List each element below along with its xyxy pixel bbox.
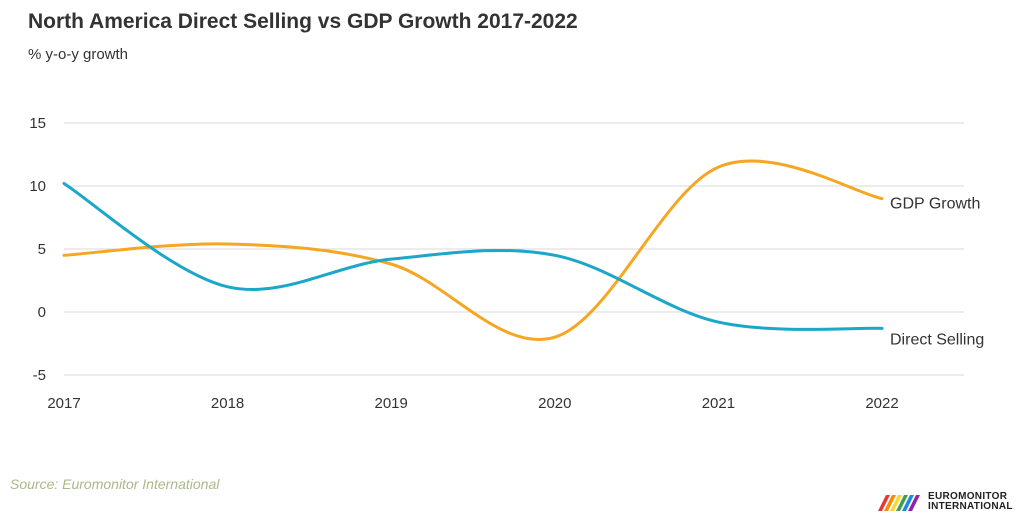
series-line-direct-selling — [62, 181, 884, 331]
logo-line-2: INTERNATIONAL — [928, 501, 1013, 512]
y-tick-label: 0 — [38, 304, 46, 321]
series-line-gdp-growth — [62, 159, 884, 341]
y-tick-label: 15 — [29, 115, 46, 132]
x-tick-label: 2018 — [211, 395, 244, 412]
x-tick-label: 2019 — [375, 395, 408, 412]
source-note: Source: Euromonitor International — [10, 476, 220, 492]
y-tick-label: 10 — [29, 178, 46, 195]
x-tick-label: 2021 — [702, 395, 735, 412]
x-tick-label: 2017 — [47, 395, 80, 412]
y-axis-ticks: -5 0 5 10 15 — [29, 115, 46, 384]
euromonitor-logo: EUROMONITOR INTERNATIONAL — [878, 492, 1013, 512]
gridlines — [64, 122, 964, 376]
series-label-gdp-growth: GDP Growth — [890, 196, 980, 213]
rainbow-logo-icon — [878, 495, 920, 511]
logo-line-1: EUROMONITOR — [928, 491, 1008, 502]
series-labels: GDP Growth Direct Selling — [890, 196, 984, 349]
chart-title: North America Direct Selling vs GDP Grow… — [28, 10, 578, 33]
x-tick-label: 2022 — [865, 395, 898, 412]
series-lines — [62, 159, 884, 341]
series-label-direct-selling: Direct Selling — [890, 331, 984, 348]
x-tick-label: 2020 — [538, 395, 571, 412]
y-tick-label: -5 — [33, 367, 46, 384]
x-axis-ticks: 2017 2018 2019 2020 2021 2022 — [47, 395, 898, 412]
chart-subtitle: % y-o-y growth — [28, 46, 129, 63]
y-tick-label: 5 — [38, 241, 46, 258]
